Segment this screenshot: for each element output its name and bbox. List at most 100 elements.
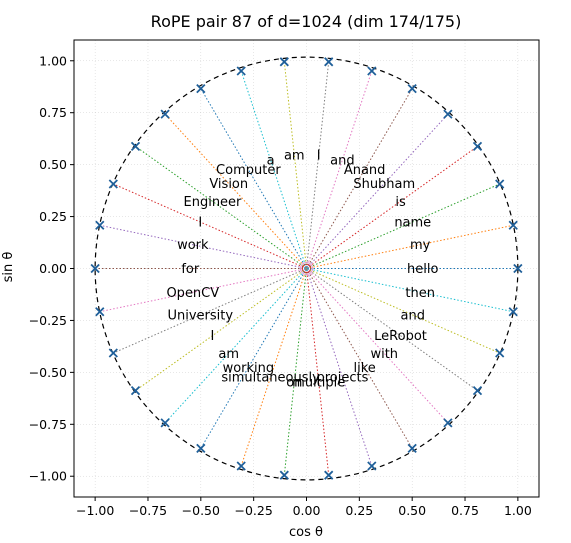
token-label: OpenCV [166, 286, 219, 301]
x-tick-label: −1.00 [76, 503, 114, 518]
point-marker [508, 307, 518, 317]
point-marker [472, 386, 483, 396]
y-tick-label: 1.00 [39, 53, 67, 68]
token-label: Shubham [353, 177, 415, 192]
ray-line [306, 268, 500, 354]
point-marker [130, 386, 141, 396]
ray-line [99, 268, 307, 313]
y-axis-label: sin θ [1, 252, 16, 283]
token-label: am [218, 347, 239, 362]
token-label: and [330, 153, 354, 168]
point-marker [236, 461, 246, 471]
y-tick-label: 0.75 [39, 105, 67, 120]
point-marker [279, 57, 289, 67]
token-label: my [410, 238, 431, 253]
token-label: a [267, 153, 275, 168]
token-label: projects [316, 371, 368, 386]
point-marker [407, 443, 417, 454]
x-tick-label: 0.50 [398, 503, 426, 518]
token-label: hello [407, 262, 438, 277]
x-tick-label: 0.75 [451, 503, 479, 518]
y-tick-label: 0.00 [39, 261, 67, 276]
point-marker [236, 66, 246, 76]
ray-line [99, 224, 307, 269]
x-tick-label: −0.75 [129, 503, 167, 518]
ray-line [306, 268, 514, 313]
x-axis-label: cos θ [289, 525, 323, 540]
x-tick-label: −0.25 [235, 503, 273, 518]
point-marker [367, 66, 377, 76]
ray-line [113, 268, 307, 354]
point-marker [108, 348, 118, 358]
token-label: is [395, 195, 406, 210]
point-marker [108, 179, 118, 189]
chart-title: RoPE pair 87 of d=1024 (dim 174/175) [151, 12, 462, 31]
token-label: multiple [292, 376, 345, 391]
point-marker [495, 348, 505, 358]
point-marker [495, 179, 505, 189]
x-tick-label: 1.00 [504, 503, 532, 518]
ray-line [306, 183, 500, 269]
ray-line [306, 268, 478, 392]
token-label: I [211, 329, 215, 344]
y-tick-label: −0.25 [29, 313, 67, 328]
token-label: Computer [216, 163, 281, 178]
point-marker [279, 470, 289, 480]
point-marker [130, 141, 141, 151]
token-label: working [223, 361, 275, 376]
y-tick-label: −0.50 [29, 365, 67, 380]
ray-line [113, 183, 307, 269]
point-marker [443, 109, 453, 119]
token-label: Engineer [184, 195, 243, 210]
point-marker [324, 470, 334, 480]
point-marker [95, 220, 105, 230]
token-label: like [353, 361, 375, 376]
point-marker [472, 141, 483, 151]
x-tick-label: 0.25 [345, 503, 373, 518]
point-markers [90, 57, 523, 480]
token-label: University [167, 308, 233, 323]
ray-line [306, 145, 478, 269]
ray-line [306, 61, 330, 269]
token-label: am [284, 148, 305, 163]
point-marker [513, 263, 523, 274]
point-marker [508, 220, 518, 230]
token-label: simultaneously [221, 371, 320, 386]
token-label: and [401, 308, 425, 323]
token-label: on [286, 376, 302, 391]
point-marker [407, 83, 417, 94]
point-marker [160, 418, 170, 428]
ray-lines [95, 61, 518, 476]
token-labels: hellomynameisShubhamAnandandIamaComputer… [166, 148, 438, 390]
point-marker [324, 57, 334, 67]
token-label: name [394, 216, 431, 231]
point-marker [90, 263, 100, 274]
token-label: Vision [209, 177, 248, 192]
ray-line [135, 268, 307, 392]
token-label: I [317, 148, 321, 163]
ray-line [306, 224, 514, 269]
ray-line [283, 61, 307, 269]
token-label: I [198, 216, 202, 231]
x-tick-label: 0.00 [293, 503, 321, 518]
point-marker [95, 307, 105, 317]
token-label: for [181, 262, 200, 277]
y-tick-label: −0.75 [29, 417, 67, 432]
token-label: LeRobot [374, 329, 427, 344]
y-tick-label: 0.50 [39, 157, 67, 172]
y-tick-label: −1.00 [29, 469, 67, 484]
ray-line [135, 145, 307, 269]
token-label: then [405, 286, 435, 301]
token-label: with [370, 347, 398, 362]
point-marker [196, 83, 206, 94]
token-label: work [177, 238, 209, 253]
token-label: Anand [344, 163, 386, 178]
point-marker [196, 443, 206, 454]
x-tick-label: −0.50 [182, 503, 220, 518]
point-marker [443, 418, 453, 428]
point-marker [367, 461, 377, 471]
axis-ticks: −1.00 −0.75 −0.50 −0.25 0.00 0.25 0.50 0.75 1.00… [29, 53, 532, 518]
y-tick-label: 0.25 [39, 209, 67, 224]
point-marker [160, 109, 170, 119]
